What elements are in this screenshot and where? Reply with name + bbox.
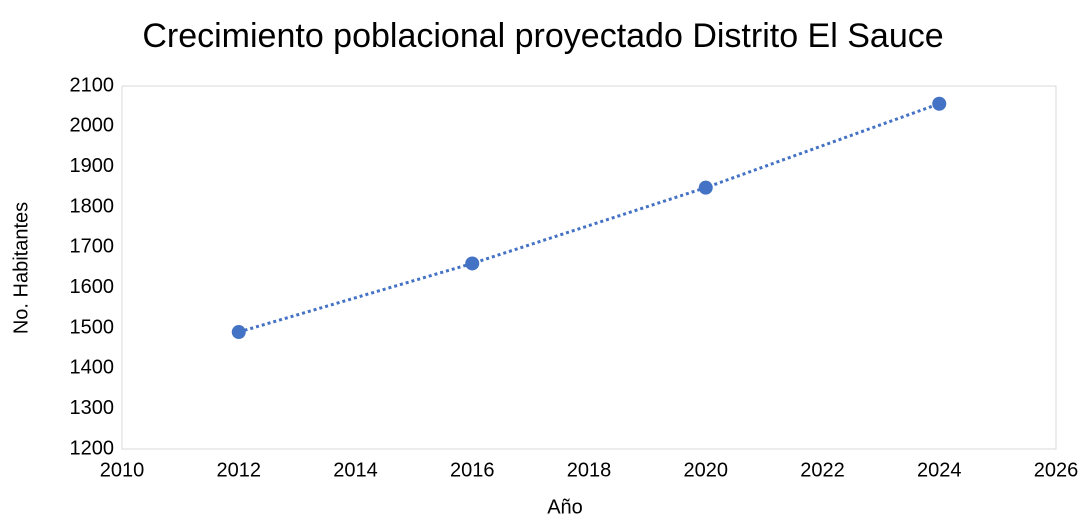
trend-line	[238, 102, 940, 334]
x-tick-label: 2016	[450, 459, 495, 481]
point	[932, 96, 947, 111]
y-tick-label: 1600	[70, 276, 115, 298]
y-tick-label: 1300	[70, 397, 115, 419]
chart-title: Crecimiento poblacional proyectado Distr…	[142, 17, 943, 55]
y-tick-label: 2000	[70, 115, 115, 137]
x-tick-label: 2022	[800, 459, 845, 481]
x-tick-label: 2020	[684, 459, 729, 481]
x-axis-label: Año	[547, 496, 583, 518]
plot-area	[121, 85, 1057, 450]
y-tick-label: 1900	[70, 155, 115, 177]
y-tick-label: 1700	[70, 236, 115, 258]
y-axis-label: No. Habitantes	[10, 202, 32, 334]
x-tick-label: 2014	[333, 459, 378, 481]
y-tick-label: 1200	[70, 437, 115, 459]
x-tick-label: 2012	[217, 459, 262, 481]
x-tick-label: 2026	[1034, 459, 1079, 481]
y-tick-label: 1500	[70, 316, 115, 338]
y-tick-label: 1400	[70, 357, 115, 379]
point	[698, 180, 713, 195]
x-tick-label: 2018	[567, 459, 612, 481]
y-tick-label: 1800	[70, 195, 115, 217]
x-tick-label: 2024	[917, 459, 962, 481]
y-tick-label: 2100	[70, 74, 115, 96]
point	[465, 256, 480, 271]
point	[231, 325, 246, 340]
x-tick-label: 2010	[100, 459, 145, 481]
